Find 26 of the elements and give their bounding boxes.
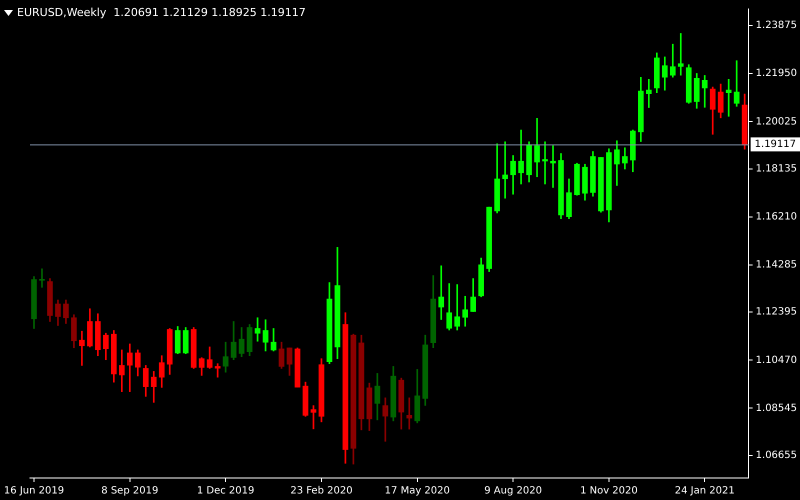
- y-tick-label: 1.21950: [756, 68, 798, 80]
- x-tick-label: 1 Nov 2020: [580, 486, 638, 497]
- chart-title: EURUSD,Weekly 1.20691 1.21129 1.18925 1.19117: [17, 6, 306, 19]
- x-tick-label: 17 May 2020: [384, 486, 450, 497]
- y-tick-label: 1.08545: [756, 402, 798, 414]
- y-tick-label: 1.16210: [756, 212, 798, 223]
- y-tick-label: 1.12395: [756, 306, 798, 318]
- x-tick-label: 24 Jan 2021: [674, 486, 735, 497]
- candlestick: [39, 268, 45, 288]
- y-tick-label: 1.14285: [756, 260, 798, 271]
- ref-line-label: 1.19117: [754, 138, 796, 150]
- x-tick-label: 8 Sep 2019: [101, 486, 158, 497]
- y-tick-label: 1.18135: [756, 163, 798, 174]
- y-tick-label: 1.20025: [756, 116, 798, 128]
- candlestick: [542, 141, 548, 184]
- y-tick-label: 1.06655: [756, 450, 798, 462]
- x-tick-label: 9 Aug 2020: [484, 486, 542, 497]
- x-tick-label: 1 Dec 2019: [196, 486, 254, 497]
- x-tick-label: 16 Jun 2019: [4, 486, 64, 497]
- y-tick-label: 1.10470: [756, 354, 798, 366]
- candlestick: [254, 317, 260, 342]
- x-tick-label: 23 Feb 2020: [290, 486, 353, 497]
- candlestick: [518, 130, 524, 184]
- candlestick: [310, 405, 316, 430]
- candlestick: [550, 145, 556, 188]
- y-tick-label: 1.23875: [756, 20, 798, 32]
